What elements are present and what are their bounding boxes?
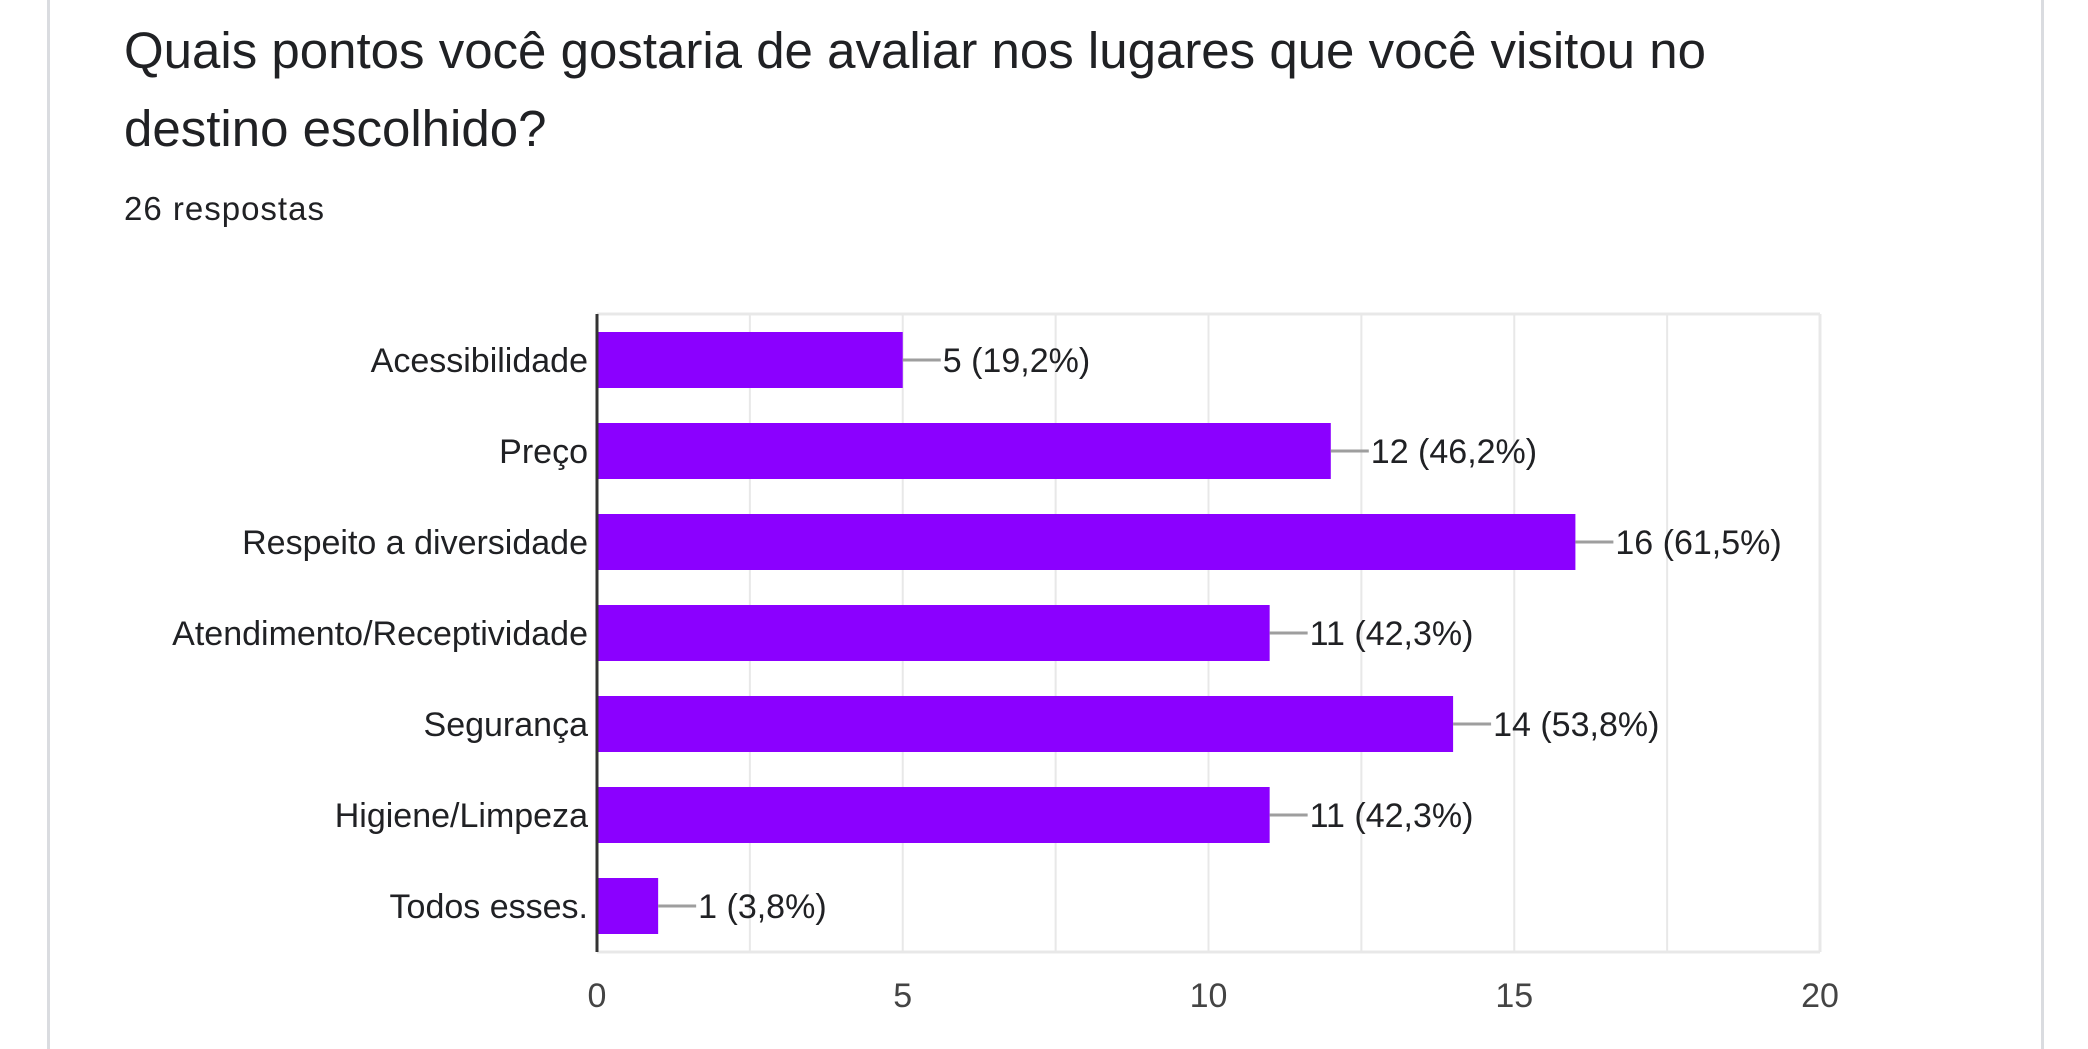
- bar: [597, 878, 659, 934]
- x-tick-label: 5: [893, 977, 912, 1015]
- data-label: 11 (42,3%): [1310, 615, 1474, 653]
- category-label: Respeito a diversidade: [242, 524, 588, 562]
- x-tick-label: 10: [1190, 977, 1228, 1015]
- category-label: Higiene/Limpeza: [335, 797, 588, 835]
- data-label: 14 (53,8%): [1493, 706, 1659, 744]
- bar: [597, 787, 1270, 843]
- bar: [597, 696, 1454, 752]
- x-tick-label: 0: [588, 977, 607, 1015]
- x-tick-label: 15: [1495, 977, 1533, 1015]
- data-label: 11 (42,3%): [1310, 797, 1474, 835]
- bar: [597, 514, 1576, 570]
- category-label: Acessibilidade: [371, 342, 588, 380]
- bar: [597, 423, 1331, 479]
- category-label: Preço: [499, 433, 588, 471]
- category-label: Todos esses.: [390, 888, 588, 926]
- category-label: Atendimento/Receptividade: [172, 615, 588, 653]
- x-tick-label: 20: [1801, 977, 1839, 1015]
- bar: [597, 605, 1270, 661]
- data-label: 1 (3,8%): [698, 888, 827, 926]
- bar: [597, 332, 903, 388]
- category-label: Segurança: [424, 706, 589, 744]
- data-label: 5 (19,2%): [943, 342, 1090, 380]
- data-label: 16 (61,5%): [1615, 524, 1781, 562]
- response-count: 26 respostas: [124, 190, 325, 227]
- question-title: Quais pontos você gostaria de avaliar no…: [124, 22, 1706, 157]
- data-label: 12 (46,2%): [1371, 433, 1537, 471]
